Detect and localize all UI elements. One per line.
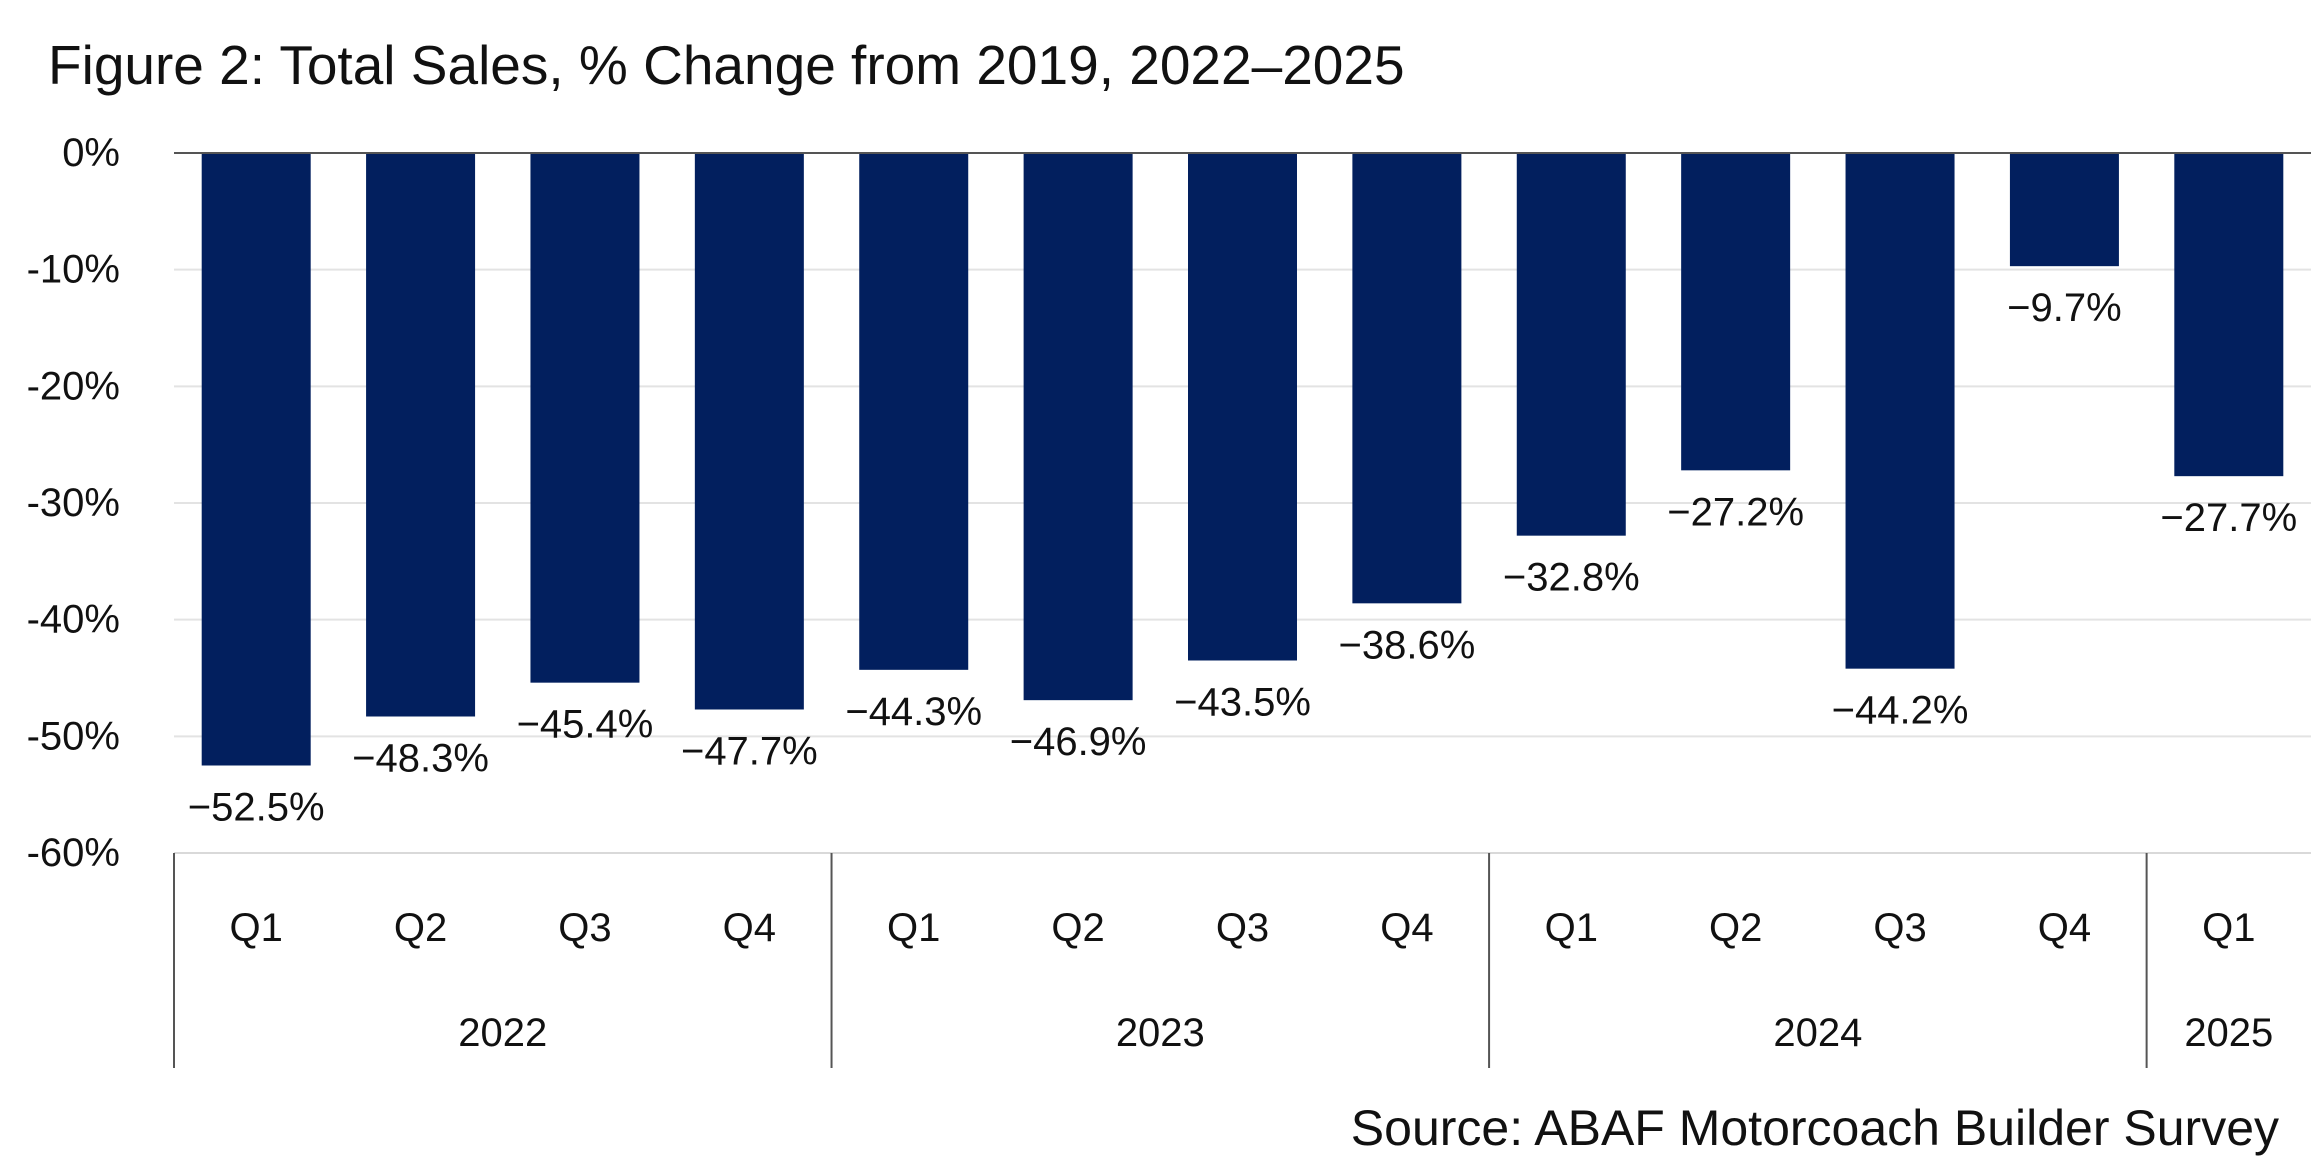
bar — [530, 153, 639, 683]
chart-source: Source: ABAF Motorcoach Builder Survey — [1351, 1096, 2279, 1160]
x-category-label: Q2 — [394, 906, 447, 950]
y-tick-label: -60% — [27, 831, 120, 875]
bar — [1846, 153, 1955, 669]
x-category-label: Q2 — [1709, 906, 1762, 950]
bar — [695, 153, 804, 710]
x-category-label: Q1 — [1545, 906, 1598, 950]
x-group-label: 2022 — [458, 1011, 547, 1055]
y-tick-label: -10% — [27, 248, 120, 292]
data-label: −46.9% — [1010, 720, 1147, 764]
data-label: −48.3% — [352, 737, 489, 781]
x-category-label: Q2 — [1051, 906, 1104, 950]
bar — [2174, 153, 2283, 476]
y-axis: 0% -10% -20% -30% -40% -50% -60% — [27, 131, 120, 875]
x-category-label: Q3 — [1873, 906, 1926, 950]
bar — [202, 153, 311, 766]
x-group-label: 2024 — [1773, 1011, 1862, 1055]
data-label: −38.6% — [1338, 623, 1475, 667]
data-label: −44.3% — [845, 690, 982, 734]
y-tick-label: -40% — [27, 598, 120, 642]
x-group-label: 2025 — [2184, 1011, 2273, 1055]
data-label: −32.8% — [1503, 556, 1640, 600]
bar — [2010, 153, 2119, 266]
data-label: −27.7% — [2160, 496, 2297, 540]
bar — [1517, 153, 1626, 536]
x-category-label: Q4 — [2038, 906, 2091, 950]
x-category-label: Q1 — [2202, 906, 2255, 950]
y-tick-label: -30% — [27, 481, 120, 525]
bar — [366, 153, 475, 717]
bars — [202, 153, 2284, 766]
y-tick-label: 0% — [62, 131, 120, 175]
bar — [1681, 153, 1790, 470]
data-label: −27.2% — [1667, 490, 1804, 534]
bar — [1024, 153, 1133, 700]
data-label: −52.5% — [188, 786, 325, 830]
data-label: −43.5% — [1174, 681, 1311, 725]
bar — [859, 153, 968, 670]
x-category-label: Q1 — [887, 906, 940, 950]
x-category-label: Q3 — [558, 906, 611, 950]
x-category-label: Q4 — [723, 906, 776, 950]
x-category-label: Q3 — [1216, 906, 1269, 950]
y-tick-label: -20% — [27, 364, 120, 408]
data-label: −45.4% — [517, 703, 654, 747]
bar — [1352, 153, 1461, 603]
data-label: −47.7% — [681, 730, 818, 774]
bar — [1188, 153, 1297, 661]
x-group-label: 2023 — [1116, 1011, 1205, 1055]
data-label: −9.7% — [2007, 286, 2122, 330]
x-category-label: Q1 — [230, 906, 283, 950]
x-category-label: Q4 — [1380, 906, 1433, 950]
data-label: −44.2% — [1832, 689, 1969, 733]
bar-chart: 0%-10%-20%-30%-40%-50%-60% −52.5%−48.3%−… — [0, 0, 2311, 1176]
y-tick-label: -50% — [27, 714, 120, 758]
